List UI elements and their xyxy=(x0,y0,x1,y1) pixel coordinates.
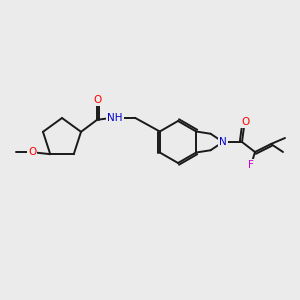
Text: O: O xyxy=(241,117,249,127)
Text: F: F xyxy=(248,160,254,170)
Text: O: O xyxy=(28,147,36,157)
Text: NH: NH xyxy=(107,113,123,123)
Text: O: O xyxy=(93,95,101,105)
Text: N: N xyxy=(219,137,227,147)
